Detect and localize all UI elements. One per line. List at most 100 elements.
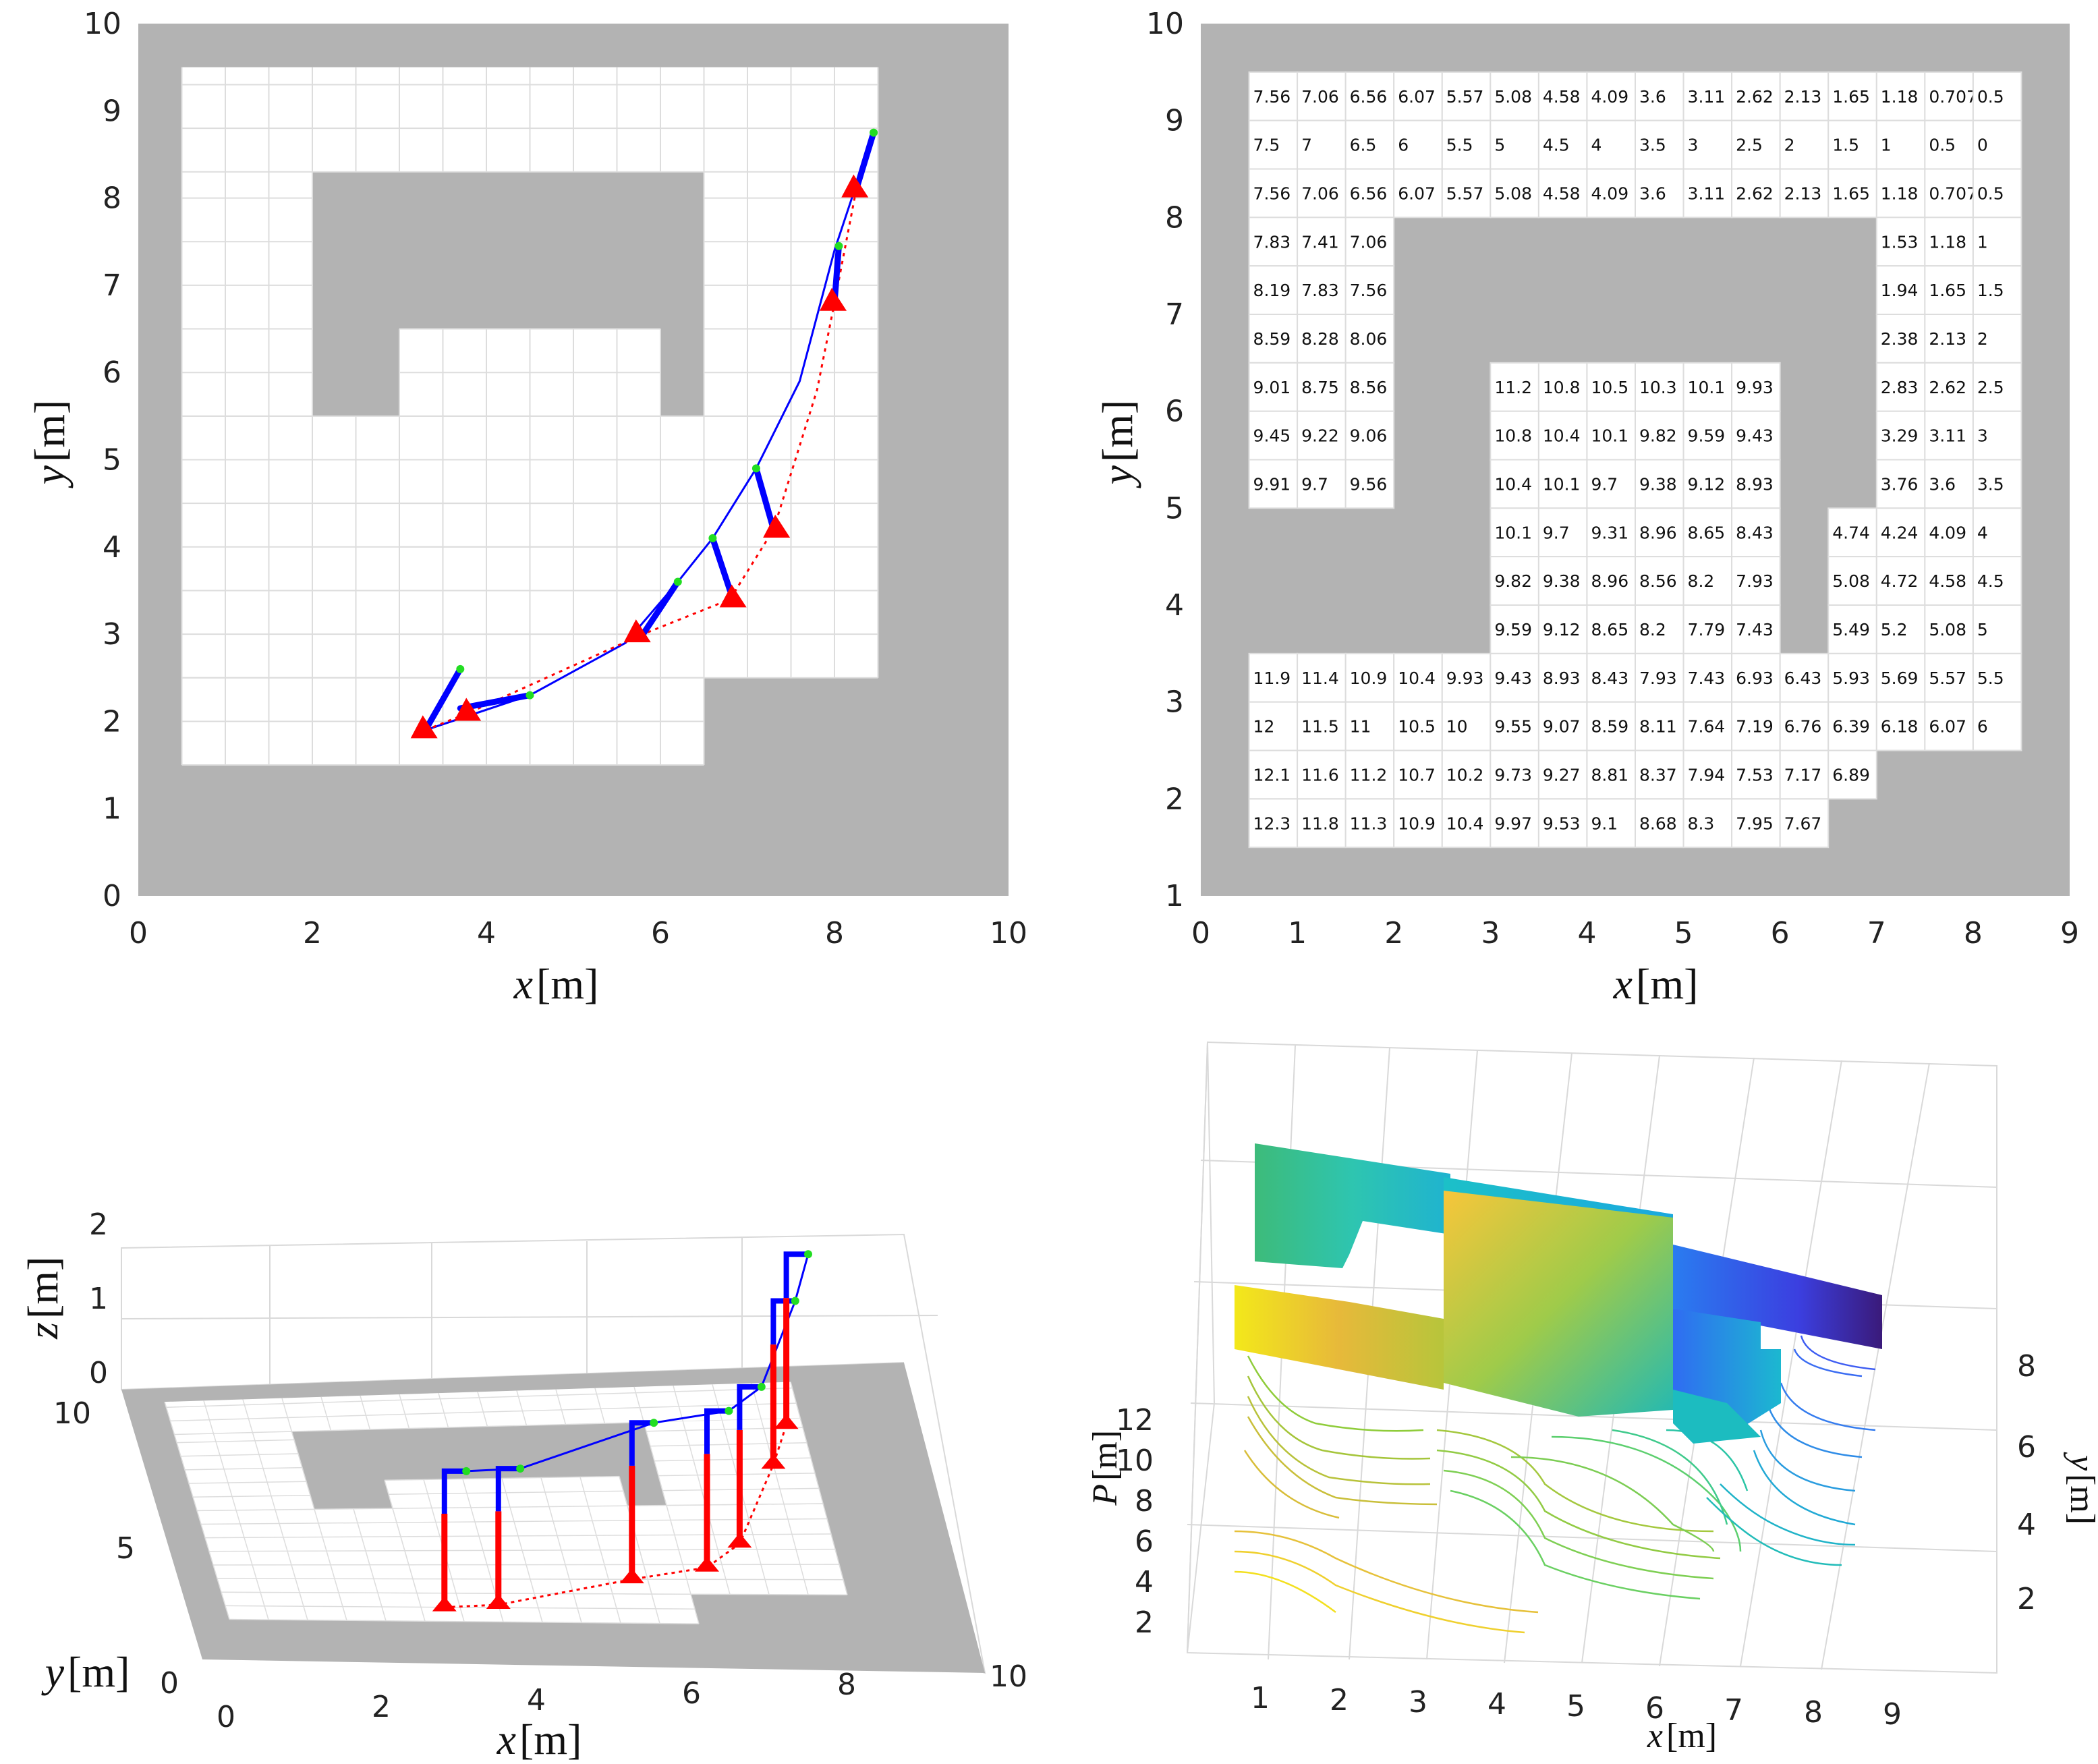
- cell-value: 3: [1977, 426, 1988, 446]
- cell-value: 8.93: [1543, 668, 1581, 688]
- free-region: [174, 1431, 314, 1510]
- cell-value: 9.31: [1591, 523, 1628, 542]
- cell-value: 1.5: [1832, 136, 1859, 155]
- x-tick: 8: [837, 1668, 856, 1702]
- cell-value: 4.58: [1543, 183, 1581, 203]
- joint-marker: [526, 691, 534, 700]
- z-tick: 2: [1135, 1605, 1154, 1640]
- cell-value: 6: [1398, 136, 1409, 155]
- cell-value: 4.74: [1832, 523, 1870, 542]
- cell-value: 5.5: [1977, 668, 2004, 688]
- cell-value: 10.1: [1543, 474, 1581, 494]
- cell-value: 6.89: [1832, 765, 1870, 785]
- cell-value: 11.5: [1301, 717, 1339, 737]
- y-tick: 4: [2017, 1508, 2036, 1542]
- cell-value: 8.43: [1736, 523, 1774, 542]
- cell-value: 10.2: [1446, 765, 1484, 785]
- cell-value: 6.93: [1736, 668, 1774, 688]
- x-tick: 4: [1487, 1687, 1506, 1722]
- z-axis-unit: [m]: [19, 1257, 67, 1319]
- cell-value: 1.18: [1881, 183, 1919, 203]
- cell-value: 10.8: [1494, 426, 1532, 446]
- cell-value: 6.07: [1398, 183, 1436, 203]
- cell-value: 1.18: [1881, 87, 1919, 107]
- cell-value: 10.4: [1494, 474, 1532, 494]
- cell-value: 1.53: [1881, 232, 1919, 252]
- joint-marker: [758, 1383, 766, 1391]
- joint-marker: [650, 1419, 658, 1427]
- cell-value: 9.06: [1350, 426, 1388, 446]
- cell-value: 2.5: [1736, 136, 1763, 155]
- x-ticks: 1 2 3 4 5 6 7 8 9: [1251, 1681, 1902, 1732]
- cell-value: 6: [1977, 717, 1988, 737]
- cell-value: 3.5: [1639, 136, 1666, 155]
- cell-value: 9.93: [1446, 668, 1484, 688]
- cell-value: 8.3: [1688, 814, 1715, 833]
- z-ticks: 0 1 2: [89, 1207, 108, 1390]
- cell-value: 7.41: [1301, 232, 1339, 252]
- cell-value: 9.7: [1591, 474, 1618, 494]
- y-tick: 8: [2017, 1349, 2036, 1384]
- y-tick: 10: [53, 1396, 91, 1431]
- cell-value: 9.7: [1543, 523, 1570, 542]
- cell-value: 2: [1977, 329, 1988, 349]
- cell-value: 10.5: [1398, 717, 1436, 737]
- y-axis-unit: [m]: [1094, 400, 1141, 462]
- cell-value: 4.5: [1977, 571, 2004, 591]
- cell-value: 6.07: [1929, 717, 1966, 737]
- z-tick: 8: [1135, 1484, 1154, 1518]
- y-tick: 10: [84, 7, 121, 41]
- y-tick: 5: [116, 1531, 135, 1566]
- y-tick: 0: [103, 879, 121, 913]
- cell-value: 7.43: [1688, 668, 1726, 688]
- cell-value: 4.09: [1591, 183, 1628, 203]
- x-tick: 2: [372, 1690, 391, 1724]
- cell-value: 4: [1591, 136, 1601, 155]
- panel-bottom-right-surface: 1 2 3 4 5 6 7 8 9 2 4 6 8 2 4 6 8 10 12 …: [1086, 1042, 2098, 1755]
- cell-value: 6.39: [1832, 717, 1870, 737]
- cell-value: 3.11: [1688, 87, 1726, 107]
- cell-value: 7.56: [1253, 87, 1291, 107]
- cell-value: 9.82: [1639, 426, 1677, 446]
- joint-marker: [462, 1467, 470, 1475]
- y-axis-unit: [m]: [2063, 1474, 2098, 1525]
- cell-value: 4.5: [1543, 136, 1570, 155]
- joint-marker: [456, 665, 464, 673]
- x-tick: 5: [1566, 1689, 1585, 1724]
- x-tick: 0: [129, 916, 148, 950]
- cell-value: 9.7: [1301, 474, 1328, 494]
- cell-value: 1: [1977, 232, 1988, 252]
- cell-value: 3.6: [1929, 474, 1956, 494]
- joint-marker: [834, 242, 843, 250]
- cell-value: 0.5: [1977, 87, 2004, 107]
- cell-value: 8.2: [1639, 620, 1666, 639]
- cell-value: 5.08: [1832, 571, 1870, 591]
- cell-value: 6.56: [1350, 87, 1388, 107]
- cell-value: 7.56: [1253, 183, 1291, 203]
- cell-value: 9.45: [1253, 426, 1291, 446]
- x-tick: 3: [1409, 1685, 1427, 1719]
- cell-value: 9.53: [1543, 814, 1581, 833]
- joint-marker: [791, 1297, 799, 1305]
- cell-value: 3: [1688, 136, 1699, 155]
- cell-value: 5.08: [1929, 620, 1966, 639]
- cell-value: 5.5: [1446, 136, 1473, 155]
- cell-value: 8.43: [1591, 668, 1628, 688]
- x-tick: 9: [1883, 1697, 1902, 1732]
- x-axis-label: x: [497, 1715, 516, 1761]
- cell-value: 1.94: [1881, 281, 1919, 300]
- cell-value: 9.59: [1688, 426, 1726, 446]
- y-axis-label: y: [1094, 465, 1141, 488]
- x-tick: 4: [1577, 916, 1596, 950]
- joint-marker: [516, 1464, 524, 1473]
- cell-value: 10: [1446, 717, 1468, 737]
- cell-value: 8.59: [1591, 717, 1628, 737]
- cell-value: 7.06: [1350, 232, 1388, 252]
- cell-value: 7.53: [1736, 765, 1774, 785]
- surface-patch: [1444, 1191, 1673, 1417]
- cell-value: 7.5: [1253, 136, 1280, 155]
- z-axis-label: P: [1086, 1484, 1125, 1506]
- cell-value: 3.11: [1929, 426, 1966, 446]
- cell-value: 5: [1494, 136, 1505, 155]
- cell-value: 6.07: [1398, 87, 1436, 107]
